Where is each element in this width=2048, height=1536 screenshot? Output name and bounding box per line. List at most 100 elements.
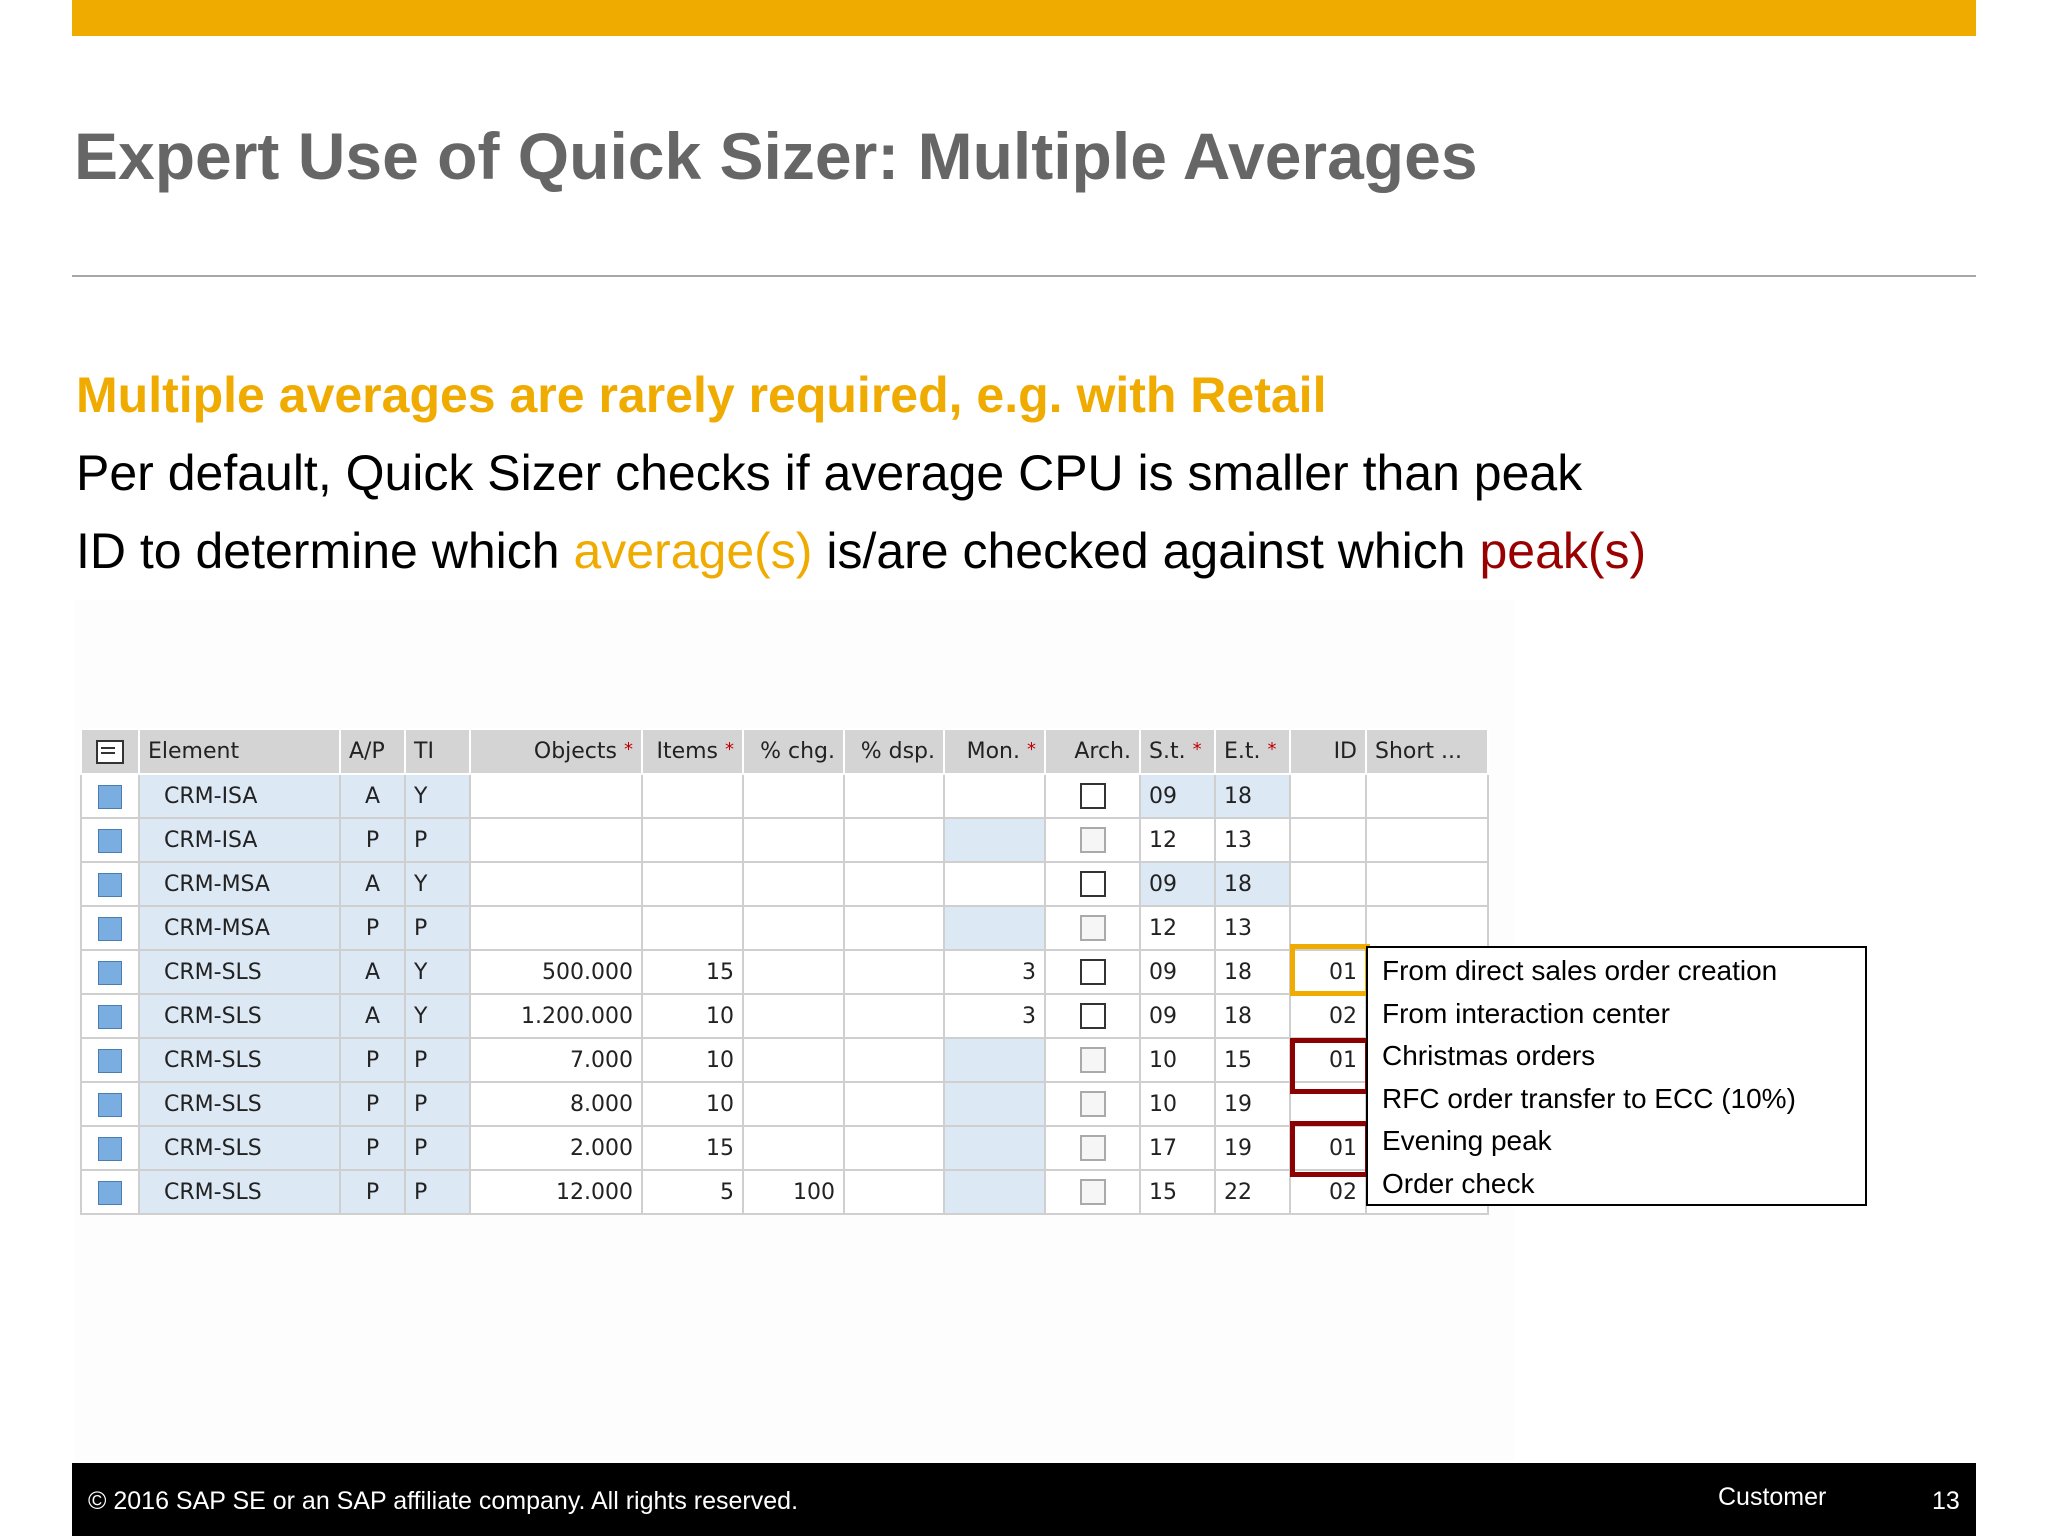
cell-st[interactable]: 10 (1139, 1037, 1216, 1083)
cell-chg[interactable] (742, 993, 845, 1039)
row-selector[interactable] (80, 1169, 140, 1215)
select-all-cell[interactable] (80, 728, 140, 775)
archive-checkbox[interactable] (1079, 871, 1106, 897)
table-select-icon[interactable] (96, 740, 124, 764)
cell-et[interactable]: 13 (1214, 817, 1291, 863)
cell-dsp[interactable] (843, 1037, 945, 1083)
cell-id[interactable]: 02 (1289, 1169, 1367, 1215)
cell-items[interactable] (641, 817, 744, 863)
row-select-icon[interactable] (98, 916, 122, 941)
row-selector[interactable] (80, 949, 140, 995)
cell-mon[interactable] (943, 905, 1046, 951)
cell-mon[interactable] (943, 861, 1046, 907)
cell-st[interactable]: 12 (1139, 905, 1216, 951)
row-select-icon[interactable] (98, 828, 122, 853)
header-st[interactable]: S.t. * (1139, 728, 1216, 775)
row-selector[interactable] (80, 993, 140, 1039)
cell-et[interactable]: 18 (1214, 861, 1291, 907)
cell-items[interactable]: 15 (641, 949, 744, 995)
cell-dsp[interactable] (843, 1081, 945, 1127)
cell-id[interactable]: 01 (1289, 1125, 1367, 1171)
cell-arch[interactable] (1044, 1081, 1141, 1127)
cell-dsp[interactable] (843, 905, 945, 951)
cell-id[interactable] (1289, 861, 1367, 907)
cell-objects[interactable]: 7.000 (469, 1037, 643, 1083)
cell-et[interactable]: 19 (1214, 1081, 1291, 1127)
cell-id[interactable] (1289, 905, 1367, 951)
cell-st[interactable]: 09 (1139, 773, 1216, 819)
cell-st[interactable]: 09 (1139, 993, 1216, 1039)
cell-st[interactable]: 09 (1139, 861, 1216, 907)
cell-items[interactable]: 10 (641, 993, 744, 1039)
archive-checkbox[interactable] (1079, 827, 1106, 853)
cell-arch[interactable] (1044, 861, 1141, 907)
cell-chg[interactable] (742, 817, 845, 863)
row-select-icon[interactable] (98, 1092, 122, 1117)
cell-objects[interactable]: 12.000 (469, 1169, 643, 1215)
header-et[interactable]: E.t. * (1214, 728, 1291, 775)
cell-dsp[interactable] (843, 773, 945, 819)
cell-dsp[interactable] (843, 1125, 945, 1171)
header-short[interactable]: Short ... (1365, 728, 1489, 775)
cell-mon[interactable] (943, 1037, 1046, 1083)
row-select-icon[interactable] (98, 960, 122, 985)
cell-st[interactable]: 10 (1139, 1081, 1216, 1127)
cell-mon[interactable] (943, 1169, 1046, 1215)
archive-checkbox[interactable] (1079, 959, 1106, 985)
row-selector[interactable] (80, 1081, 140, 1127)
row-select-icon[interactable] (98, 1136, 122, 1161)
row-selector[interactable] (80, 1125, 140, 1171)
row-select-icon[interactable] (98, 1048, 122, 1073)
cell-objects[interactable] (469, 817, 643, 863)
cell-arch[interactable] (1044, 949, 1141, 995)
archive-checkbox[interactable] (1079, 783, 1106, 809)
row-select-icon[interactable] (98, 784, 122, 809)
cell-et[interactable]: 13 (1214, 905, 1291, 951)
header-items[interactable]: Items * (641, 728, 744, 775)
cell-objects[interactable]: 500.000 (469, 949, 643, 995)
cell-chg[interactable] (742, 1081, 845, 1127)
cell-chg[interactable] (742, 861, 845, 907)
cell-et[interactable]: 19 (1214, 1125, 1291, 1171)
row-select-icon[interactable] (98, 1180, 122, 1205)
cell-short[interactable] (1365, 817, 1489, 863)
cell-arch[interactable] (1044, 1037, 1141, 1083)
cell-arch[interactable] (1044, 1169, 1141, 1215)
cell-objects[interactable]: 8.000 (469, 1081, 643, 1127)
cell-items[interactable]: 15 (641, 1125, 744, 1171)
cell-items[interactable]: 10 (641, 1037, 744, 1083)
cell-arch[interactable] (1044, 773, 1141, 819)
archive-checkbox[interactable] (1079, 1003, 1106, 1029)
cell-id[interactable] (1289, 817, 1367, 863)
cell-mon[interactable] (943, 817, 1046, 863)
header-dsp[interactable]: % dsp. (843, 728, 945, 775)
cell-st[interactable]: 17 (1139, 1125, 1216, 1171)
archive-checkbox[interactable] (1079, 1179, 1106, 1205)
archive-checkbox[interactable] (1079, 1135, 1106, 1161)
cell-objects[interactable] (469, 861, 643, 907)
cell-items[interactable]: 10 (641, 1081, 744, 1127)
header-ap[interactable]: A/P (339, 728, 406, 775)
header-mon[interactable]: Mon. * (943, 728, 1046, 775)
cell-st[interactable]: 09 (1139, 949, 1216, 995)
cell-dsp[interactable] (843, 817, 945, 863)
cell-mon[interactable] (943, 1125, 1046, 1171)
cell-arch[interactable] (1044, 1125, 1141, 1171)
cell-arch[interactable] (1044, 817, 1141, 863)
row-selector[interactable] (80, 773, 140, 819)
cell-arch[interactable] (1044, 905, 1141, 951)
cell-et[interactable]: 18 (1214, 993, 1291, 1039)
row-selector[interactable] (80, 861, 140, 907)
header-id[interactable]: ID (1289, 728, 1367, 775)
cell-st[interactable]: 12 (1139, 817, 1216, 863)
cell-chg[interactable] (742, 905, 845, 951)
cell-arch[interactable] (1044, 993, 1141, 1039)
cell-dsp[interactable] (843, 1169, 945, 1215)
row-selector[interactable] (80, 1037, 140, 1083)
archive-checkbox[interactable] (1079, 915, 1106, 941)
header-objects[interactable]: Objects * (469, 728, 643, 775)
cell-et[interactable]: 15 (1214, 1037, 1291, 1083)
cell-objects[interactable]: 1.200.000 (469, 993, 643, 1039)
cell-items[interactable] (641, 773, 744, 819)
cell-dsp[interactable] (843, 993, 945, 1039)
